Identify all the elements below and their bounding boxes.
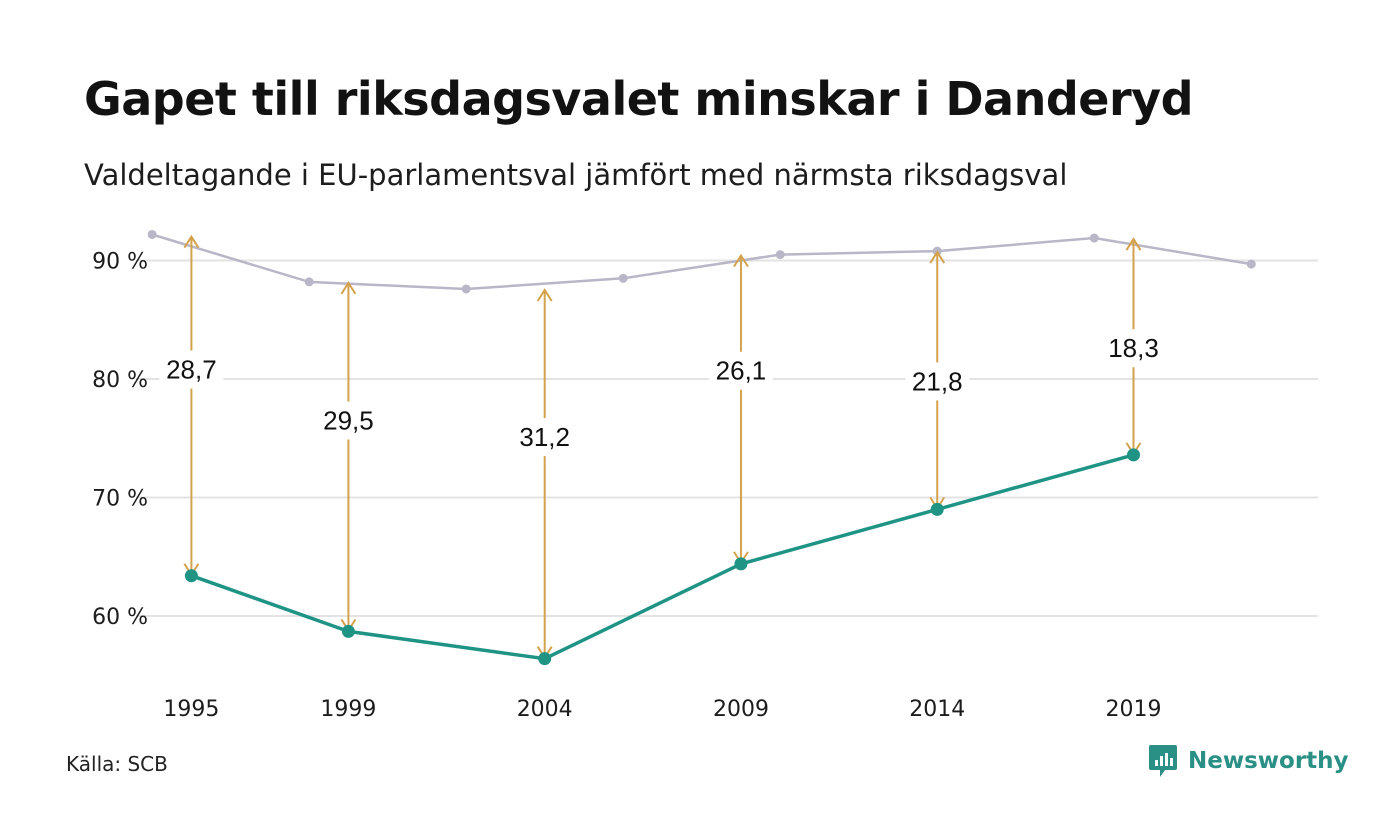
riksdag-point	[1089, 233, 1099, 243]
newsworthy-icon	[1149, 745, 1177, 777]
gap-arrow-head-top	[536, 288, 553, 302]
gap-label-bg	[905, 362, 970, 401]
eu-point	[341, 624, 355, 638]
riksdag-point	[461, 284, 471, 294]
gap-label-bg	[316, 401, 381, 440]
riksdag-point	[775, 250, 785, 260]
gap-label: 26,1	[716, 356, 767, 386]
eu-point	[184, 569, 198, 583]
gap-arrow-head-top	[1125, 237, 1142, 251]
gap-arrow-head-top	[183, 234, 200, 249]
riksdag-line	[151, 233, 1252, 291]
riksdag-point	[147, 229, 157, 239]
gap-arrows	[183, 234, 1142, 660]
y-axis: 60 % 70 % 80 % 90 %	[92, 250, 148, 630]
gap-arrow-head-top	[340, 281, 357, 295]
x-tick-label: 2014	[909, 697, 965, 722]
eu-point	[930, 502, 944, 516]
x-axis: 1995 1999 2004 2009 2014 2019	[163, 697, 1161, 722]
riksdag-point	[1246, 259, 1256, 269]
x-tick-label: 1995	[163, 697, 219, 722]
riksdag-series	[147, 229, 1256, 294]
gap-arrow-head-top	[929, 250, 946, 264]
y-tick-label: 80 %	[92, 368, 148, 393]
eu-point	[1127, 448, 1141, 462]
gap-arrow-head-top	[733, 253, 749, 268]
gap-label: 29,5	[323, 406, 374, 436]
brand-name: Newsworthy	[1188, 748, 1349, 774]
gap-label: 28,7	[166, 355, 217, 385]
x-tick-label: 1999	[320, 697, 376, 722]
riksdag-point	[304, 277, 314, 287]
gap-label: 31,2	[519, 422, 570, 452]
newsworthy-logo: Newsworthy	[1148, 744, 1349, 778]
eu-point	[734, 557, 748, 571]
x-tick-label: 2019	[1106, 697, 1162, 722]
x-tick-label: 2009	[713, 697, 769, 722]
eu-series	[184, 448, 1141, 666]
x-tick-label: 2004	[517, 697, 573, 722]
riksdag-point	[618, 273, 628, 283]
source-note: Källa: SCB	[66, 752, 168, 776]
y-tick-label: 60 %	[92, 605, 148, 630]
gap-labels: 28,7 29,5 31,2 26,1 21,8 18,3	[159, 329, 1166, 457]
gap-label-bg	[708, 351, 773, 390]
gap-label: 18,3	[1108, 333, 1159, 363]
grid-layer	[136, 259, 1318, 618]
gap-label-bg	[512, 418, 577, 457]
gap-label: 21,8	[912, 366, 963, 396]
y-tick-label: 90 %	[92, 250, 148, 275]
chart-title: Gapet till riksdagsvalet minskar i Dande…	[84, 72, 1194, 126]
gap-label-bg	[159, 350, 224, 389]
eu-point	[538, 652, 552, 666]
eu-line	[190, 453, 1134, 661]
y-tick-label: 70 %	[92, 487, 148, 512]
chart-subtitle: Valdeltagande i EU-parlamentsval jämfört…	[84, 158, 1068, 192]
gap-label-bg	[1101, 329, 1166, 368]
